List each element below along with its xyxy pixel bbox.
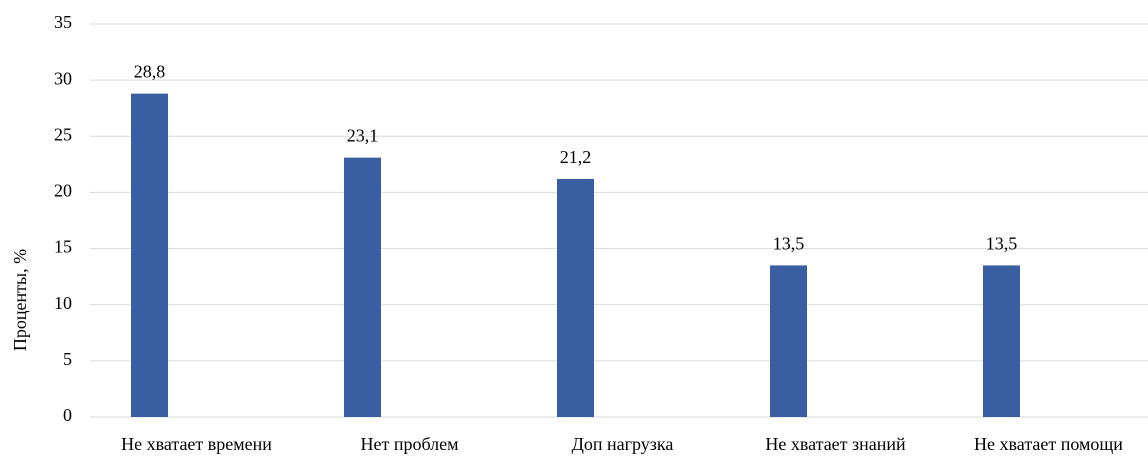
data-label: 28,8	[134, 62, 166, 82]
y-tick-label: 0	[63, 405, 72, 425]
y-axis-label: Проценты, %	[10, 249, 30, 351]
data-label: 23,1	[347, 126, 379, 146]
x-tick-label: Не хватает помощи	[974, 434, 1123, 454]
x-tick-label: Не хватает времени	[121, 434, 272, 454]
x-tick-label: Нет проблем	[360, 434, 458, 454]
data-label: 13,5	[773, 234, 805, 254]
bar	[770, 265, 807, 417]
bar	[131, 93, 168, 418]
y-tick-label: 30	[54, 68, 72, 88]
y-tick-label: 20	[54, 181, 72, 201]
bar	[557, 178, 594, 417]
y-tick-label: 5	[63, 349, 72, 369]
data-label: 21,2	[560, 147, 592, 167]
y-tick-label: 10	[54, 293, 72, 313]
bar	[344, 157, 381, 417]
bar	[983, 265, 1020, 417]
data-label: 13,5	[986, 234, 1018, 254]
x-tick-label: Не хватает знаний	[765, 434, 906, 454]
y-tick-label: 35	[54, 12, 72, 32]
y-tick-label: 15	[54, 237, 72, 257]
y-tick-label: 25	[54, 124, 72, 144]
x-tick-label: Доп нагрузка	[572, 434, 674, 454]
